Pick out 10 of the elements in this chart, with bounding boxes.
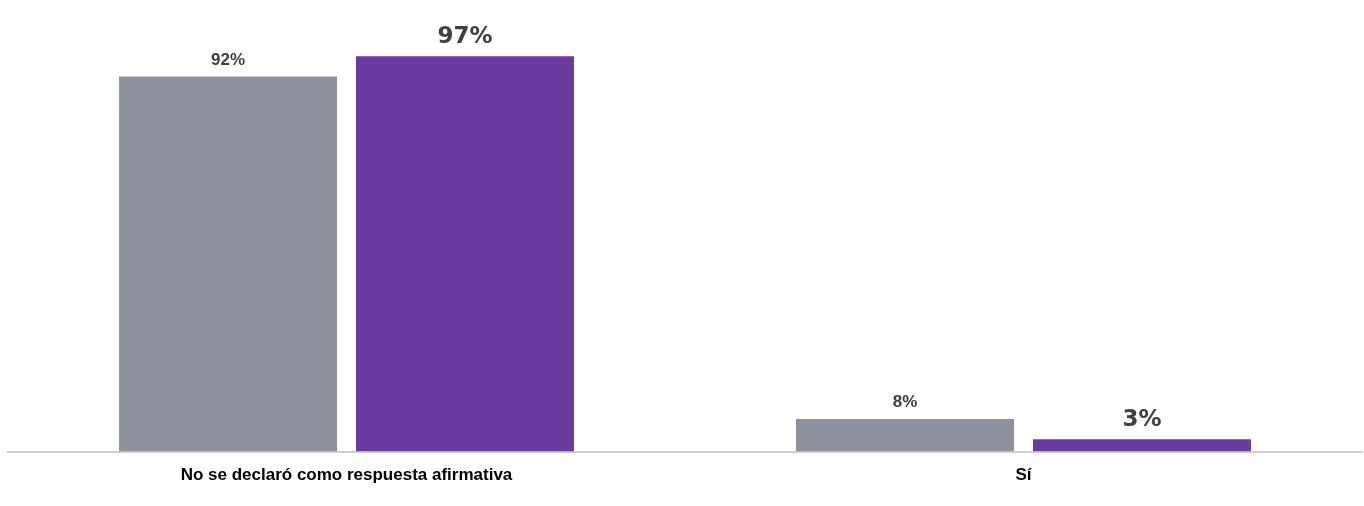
bar [1032,439,1251,452]
bar [796,418,1015,452]
bar [119,76,338,452]
data-label: 92% [211,49,246,69]
data-label: 3% [1122,404,1162,431]
data-label: 8% [892,392,918,412]
bar [355,56,574,452]
x-tick-label: No se declaró como respuesta afirmativa [180,465,513,485]
data-label: 97% [437,21,493,48]
x-tick-label: Sí [1015,465,1033,485]
